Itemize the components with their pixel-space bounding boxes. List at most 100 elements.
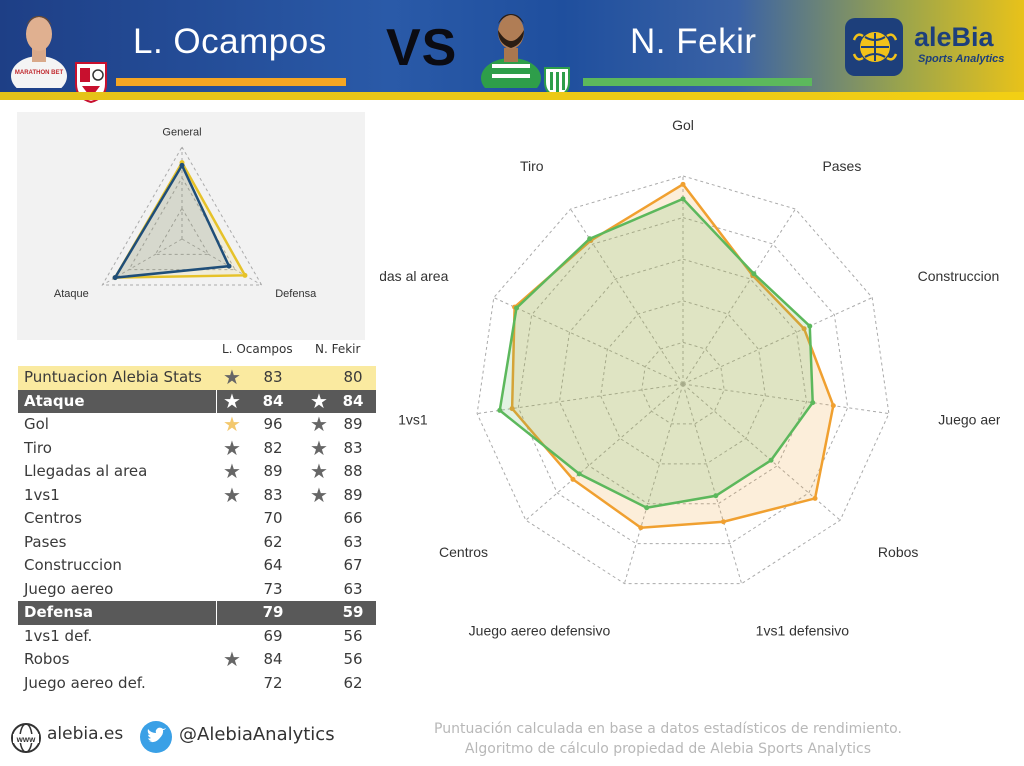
row-label: Pases <box>24 532 67 551</box>
radar-spoke <box>525 383 684 521</box>
footer-website-link[interactable]: alebia.es <box>47 724 124 744</box>
radar-data-point <box>570 476 576 482</box>
row-label: 1vs1 def. <box>24 626 93 645</box>
row-value-player2: 84 <box>342 391 364 410</box>
row-value-player2: 83 <box>343 438 363 457</box>
radar-spoke <box>682 297 873 385</box>
radar-data-point <box>644 505 650 511</box>
radar-data-point <box>587 236 593 242</box>
table-row: Centros 70 66 <box>18 507 376 531</box>
table-col-player2: N. Fekir <box>315 342 361 356</box>
row-value-player1: 96 <box>263 415 283 433</box>
header-stripe <box>0 92 1024 100</box>
big-radar-chart: Gol Pases Construccion Juego aereo Robos 1vs1… <box>380 117 1000 638</box>
row-label: Robos <box>24 650 70 668</box>
row-value-player1: 62 <box>263 532 283 551</box>
table-row: 1vs1 def. 69 56 <box>18 625 376 649</box>
row-value-player1: 84 <box>262 391 284 410</box>
radar-spoke <box>477 383 684 415</box>
row-value-player2: 56 <box>343 626 363 645</box>
radar-axis-label: Gol <box>672 117 694 133</box>
radar-grid-ring <box>154 207 210 255</box>
row-value-player2: 62 <box>343 673 363 692</box>
player2-color-bar <box>583 78 812 86</box>
row-value-player1: 82 <box>263 438 283 457</box>
shirt-sponsor-text: MARATHON BET <box>15 70 64 76</box>
radar-data-point <box>242 272 248 278</box>
stats-table: Puntuacion Alebia Stats ★ 83 80 Ataque ★ 84 ★ 84… <box>18 365 376 696</box>
row-value-player1: 73 <box>263 579 283 598</box>
radar-grid-ring <box>476 175 890 585</box>
row-value-player1: 83 <box>263 368 283 386</box>
radar-data-point <box>638 525 644 531</box>
footer-twitter-handle[interactable]: @AlebiaAnalytics <box>179 724 335 745</box>
radar-data-point <box>680 196 686 202</box>
player2-avatar <box>481 14 541 88</box>
row-value-player1: 72 <box>263 673 283 692</box>
player2-name: N. Fekir <box>630 22 757 61</box>
row-label: Centros <box>24 509 82 527</box>
row-value-player1: 89 <box>263 462 283 480</box>
radar-grid-ring <box>101 145 263 286</box>
radar-data-point <box>680 181 686 187</box>
radar-axis-label: Construccion <box>918 268 1000 284</box>
globe-www-icon: www <box>11 723 41 753</box>
radar-axis-label: Tiro <box>520 158 544 174</box>
header-banner: MARATHON BET L. Ocampos VS N. Fekir aleB… <box>0 0 1024 104</box>
row-value-player1: 70 <box>263 509 283 527</box>
radar-spoke <box>682 383 743 584</box>
player1-name: L. Ocampos <box>133 22 327 61</box>
player1-avatar: MARATHON BET <box>11 16 67 88</box>
table-row: Pases 62 63 <box>18 531 376 555</box>
row-separator <box>216 601 217 625</box>
alebia-logo-title: aleBia <box>914 22 994 52</box>
radar-data-point <box>514 305 520 311</box>
row-value-player2: 89 <box>343 415 363 433</box>
player1-color-bar <box>116 78 346 86</box>
radar-data-point <box>830 403 836 409</box>
radar-axis-label: 1vs1 defensivo <box>756 622 850 638</box>
star-icon: ★ <box>310 412 328 436</box>
row-value-player1: 83 <box>263 485 283 504</box>
star-icon: ★ <box>310 435 328 460</box>
triangle-radar-panel: General Defensa Ataque <box>17 112 365 340</box>
twitter-icon[interactable] <box>139 720 173 754</box>
table-row: Construccion 64 67 <box>18 554 376 578</box>
radar-data-point <box>112 275 118 281</box>
radar-series-area <box>498 197 814 510</box>
radar-series-area <box>510 182 835 529</box>
radar-spoke <box>682 383 841 521</box>
radar-spoke <box>682 208 796 385</box>
radar-data-point <box>497 407 503 413</box>
star-icon: ★ <box>223 412 241 436</box>
row-label: Ataque <box>24 391 85 410</box>
row-separator <box>216 389 217 413</box>
row-label: Defensa <box>24 603 94 621</box>
row-value-player1: 79 <box>262 603 284 621</box>
star-icon: ★ <box>223 459 241 483</box>
row-value-player2: 63 <box>343 532 363 551</box>
row-value-player2: 67 <box>343 556 363 574</box>
row-value-player1: 69 <box>263 626 283 645</box>
radar-data-point <box>720 519 726 525</box>
row-value-player1: 64 <box>263 556 283 574</box>
radar-grid-ring <box>641 341 725 425</box>
radar-axis-label: Centros <box>439 544 488 560</box>
row-value-player2: 63 <box>343 579 363 598</box>
table-row: Juego aereo 73 63 <box>18 578 376 602</box>
table-row: Juego aereo def. 72 62 <box>18 672 376 696</box>
radar-grid-ring <box>558 258 808 505</box>
radar-axis-label: Defensa <box>275 288 317 300</box>
row-label: Construccion <box>24 556 122 574</box>
star-icon: ★ <box>223 647 241 671</box>
alebia-logo-box <box>845 18 903 76</box>
radar-data-point <box>768 457 774 463</box>
www-text: www <box>16 735 36 744</box>
radar-spoke <box>570 208 684 385</box>
row-value-player1: 84 <box>263 650 283 668</box>
star-icon: ★ <box>310 482 328 507</box>
row-label: Puntuacion Alebia Stats <box>24 368 202 386</box>
radar-grid-ring <box>517 217 849 545</box>
radar-data-point <box>812 495 818 501</box>
vs-label: VS <box>386 19 458 77</box>
